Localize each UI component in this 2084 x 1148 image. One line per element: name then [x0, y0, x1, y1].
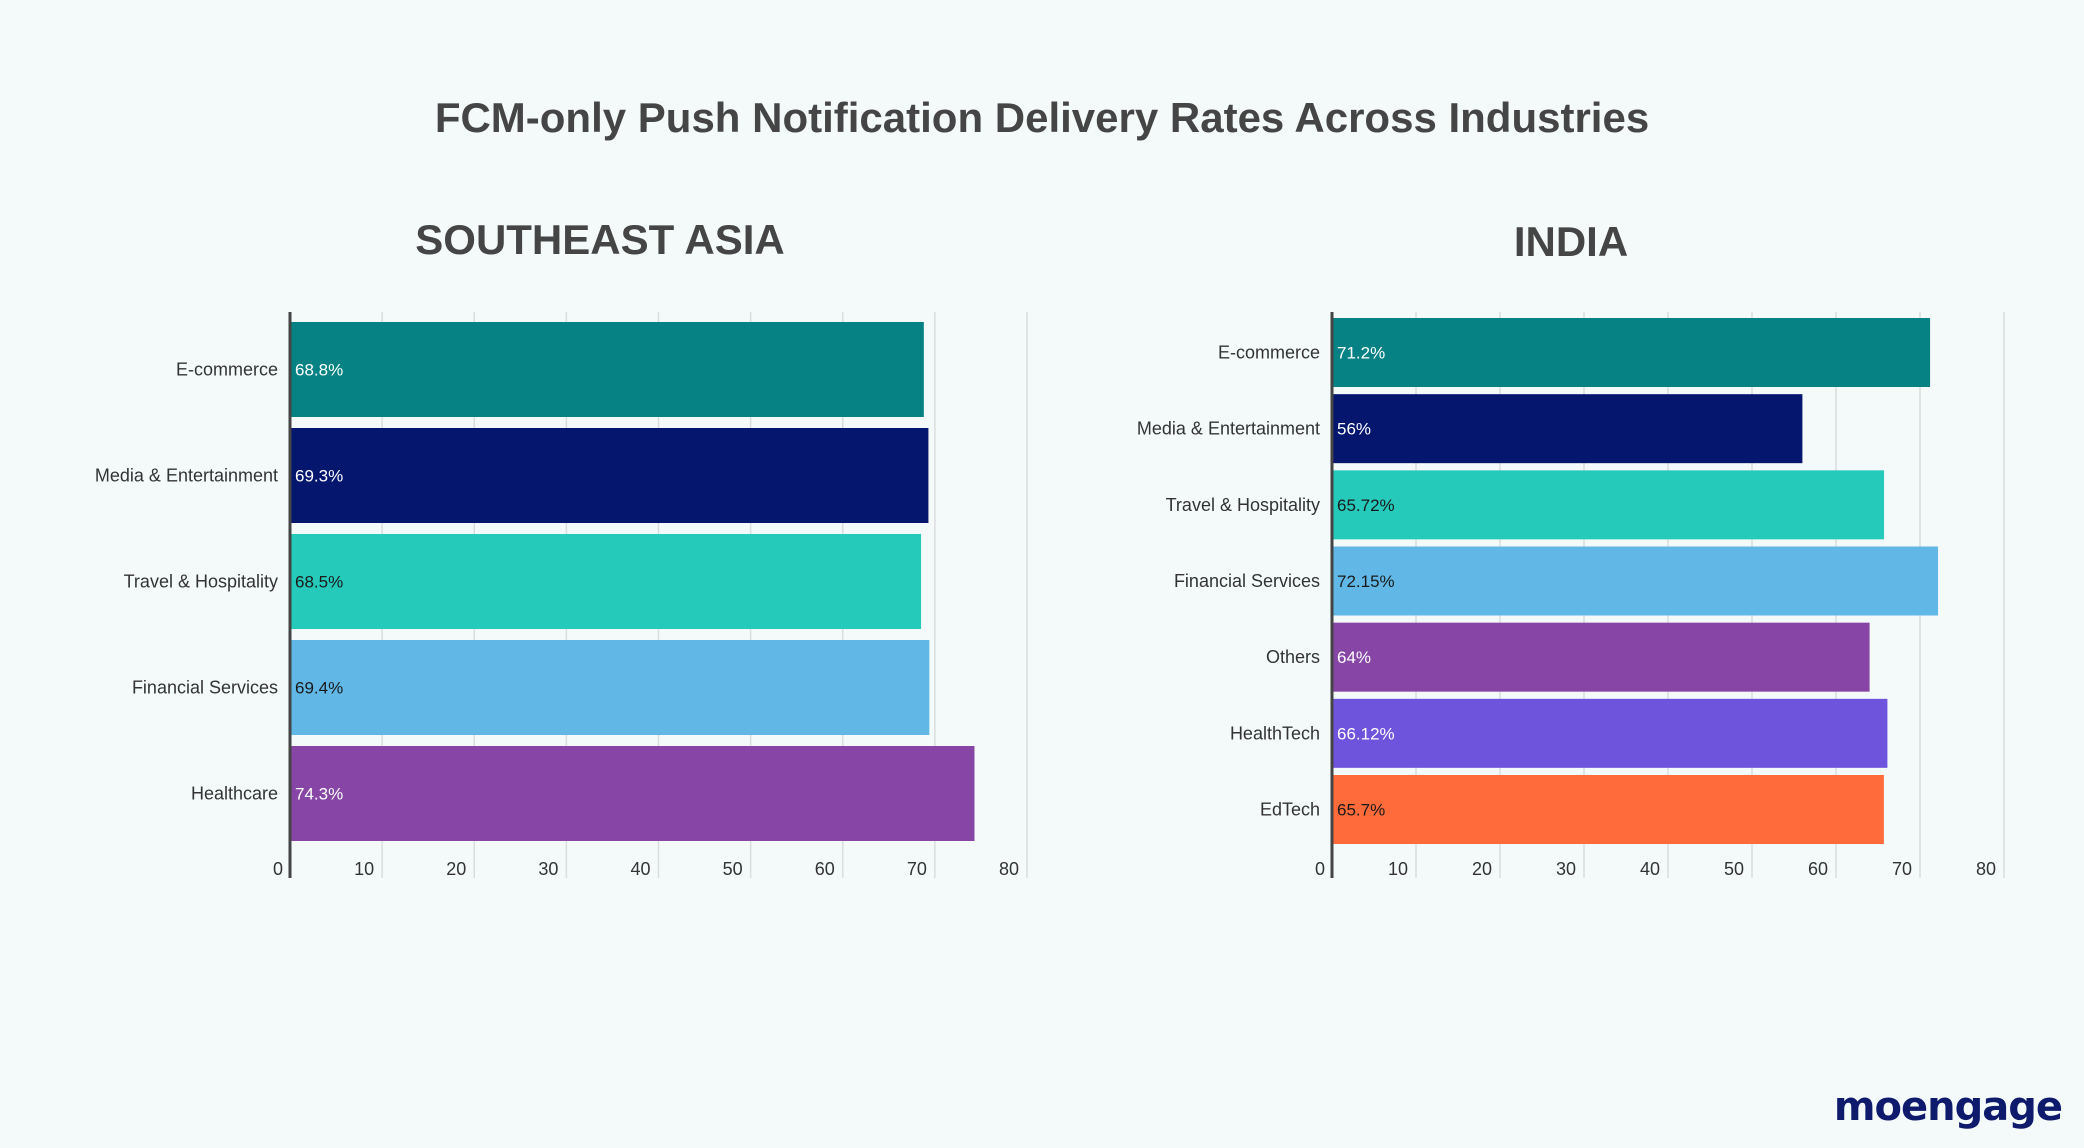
- sea-tick-label-30: 30: [538, 859, 558, 879]
- sea-category-label-2: Travel & Hospitality: [124, 572, 278, 592]
- india-tick-label-80: 80: [1976, 859, 1996, 879]
- india-bar-1: [1333, 394, 1803, 464]
- sea-category-label-4: Healthcare: [191, 784, 278, 804]
- sea-category-label-1: Media & Entertainment: [95, 466, 278, 486]
- india-bar-5: [1333, 698, 1888, 768]
- india-bar-4: [1333, 622, 1870, 692]
- sea-bar-3: [291, 640, 930, 735]
- sea-bar-2: [291, 534, 922, 629]
- sea-bar-4: [291, 746, 975, 841]
- india-bar-label-0: 71.2%: [1337, 344, 1385, 363]
- sea-bar-label-1: 69.3%: [295, 467, 343, 486]
- india-bar-label-4: 64%: [1337, 648, 1371, 667]
- india-tick-label-40: 40: [1640, 859, 1660, 879]
- sea-bar-label-3: 69.4%: [295, 679, 343, 698]
- india-category-label-6: EdTech: [1260, 800, 1320, 820]
- sea-category-label-3: Financial Services: [132, 678, 278, 698]
- india-bar-label-5: 66.12%: [1337, 724, 1395, 743]
- chart-title: FCM-only Push Notification Delivery Rate…: [434, 94, 1650, 141]
- india-bar-0: [1333, 318, 1931, 387]
- india-category-label-4: Others: [1266, 647, 1320, 667]
- india-bar-3: [1333, 546, 1939, 616]
- sea-tick-label-20: 20: [446, 859, 466, 879]
- india-subtitle: INDIA: [1514, 218, 1628, 265]
- india-category-label-2: Travel & Hospitality: [1166, 495, 1320, 515]
- india-tick-label-10: 10: [1388, 859, 1408, 879]
- sea-bar-0: [291, 322, 924, 417]
- sea-bar-label-2: 68.5%: [295, 573, 343, 592]
- sea-subtitle: SOUTHEAST ASIA: [415, 216, 784, 263]
- moengage-logo: moengage: [1833, 1084, 2063, 1130]
- india-bar-label-6: 65.7%: [1337, 801, 1385, 820]
- india-tick-label-20: 20: [1472, 859, 1492, 879]
- sea-category-label-0: E-commerce: [176, 360, 278, 380]
- sea-bar-label-4: 74.3%: [295, 785, 343, 804]
- india-category-label-1: Media & Entertainment: [1137, 419, 1320, 439]
- sea-tick-label-60: 60: [815, 859, 835, 879]
- india-category-label-3: Financial Services: [1174, 571, 1320, 591]
- sea-bar-label-0: 68.8%: [295, 361, 343, 380]
- india-category-label-5: HealthTech: [1230, 723, 1320, 743]
- india-tick-label-60: 60: [1808, 859, 1828, 879]
- india-bar-label-2: 65.72%: [1337, 496, 1395, 515]
- sea-tick-label-80: 80: [999, 859, 1019, 879]
- sea-tick-label-10: 10: [354, 859, 374, 879]
- india-category-label-0: E-commerce: [1218, 343, 1320, 363]
- india-tick-label-70: 70: [1892, 859, 1912, 879]
- india-tick-label-50: 50: [1724, 859, 1744, 879]
- india-tick-label-30: 30: [1556, 859, 1576, 879]
- sea-tick-label-50: 50: [723, 859, 743, 879]
- india-bar-label-1: 56%: [1337, 420, 1371, 439]
- sea-tick-label-70: 70: [907, 859, 927, 879]
- india-bar-label-3: 72.15%: [1337, 572, 1395, 591]
- india-tick-label-0: 0: [1315, 859, 1325, 879]
- sea-tick-label-0: 0: [273, 859, 283, 879]
- india-bar-6: [1333, 775, 1884, 844]
- sea-bar-1: [291, 428, 929, 523]
- india-bar-2: [1333, 470, 1885, 540]
- sea-tick-label-40: 40: [630, 859, 650, 879]
